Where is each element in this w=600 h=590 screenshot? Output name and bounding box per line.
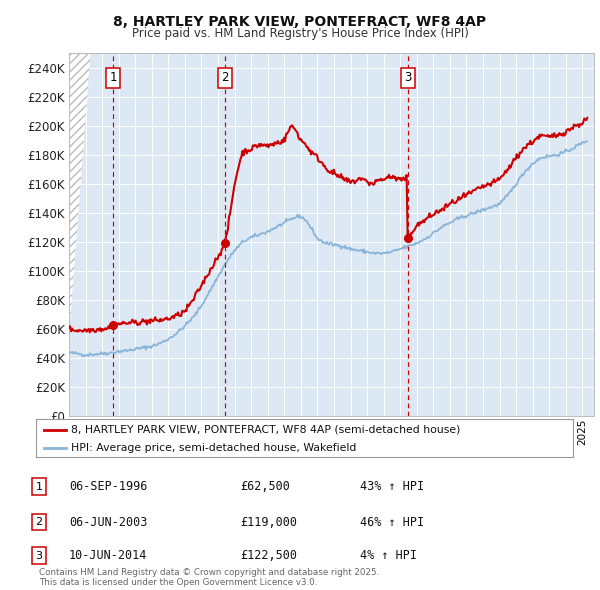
Text: HPI: Average price, semi-detached house, Wakefield: HPI: Average price, semi-detached house,… xyxy=(71,442,356,453)
Text: Contains HM Land Registry data © Crown copyright and database right 2025.
This d: Contains HM Land Registry data © Crown c… xyxy=(39,568,379,587)
Text: 3: 3 xyxy=(404,71,411,84)
Text: 06-SEP-1996: 06-SEP-1996 xyxy=(69,480,148,493)
Text: 2: 2 xyxy=(35,517,43,527)
Polygon shape xyxy=(69,53,91,336)
Text: 3: 3 xyxy=(35,551,43,560)
Text: 46% ↑ HPI: 46% ↑ HPI xyxy=(360,516,424,529)
Text: 2: 2 xyxy=(221,71,229,84)
Text: 43% ↑ HPI: 43% ↑ HPI xyxy=(360,480,424,493)
Text: 1: 1 xyxy=(35,482,43,491)
Text: £62,500: £62,500 xyxy=(240,480,290,493)
Text: 1: 1 xyxy=(109,71,117,84)
Text: Price paid vs. HM Land Registry's House Price Index (HPI): Price paid vs. HM Land Registry's House … xyxy=(131,27,469,40)
Text: 06-JUN-2003: 06-JUN-2003 xyxy=(69,516,148,529)
Text: 8, HARTLEY PARK VIEW, PONTEFRACT, WF8 4AP (semi-detached house): 8, HARTLEY PARK VIEW, PONTEFRACT, WF8 4A… xyxy=(71,425,460,435)
Text: 8, HARTLEY PARK VIEW, PONTEFRACT, WF8 4AP: 8, HARTLEY PARK VIEW, PONTEFRACT, WF8 4A… xyxy=(113,15,487,29)
Text: £119,000: £119,000 xyxy=(240,516,297,529)
Text: £122,500: £122,500 xyxy=(240,549,297,562)
Text: 4% ↑ HPI: 4% ↑ HPI xyxy=(360,549,417,562)
Text: 10-JUN-2014: 10-JUN-2014 xyxy=(69,549,148,562)
